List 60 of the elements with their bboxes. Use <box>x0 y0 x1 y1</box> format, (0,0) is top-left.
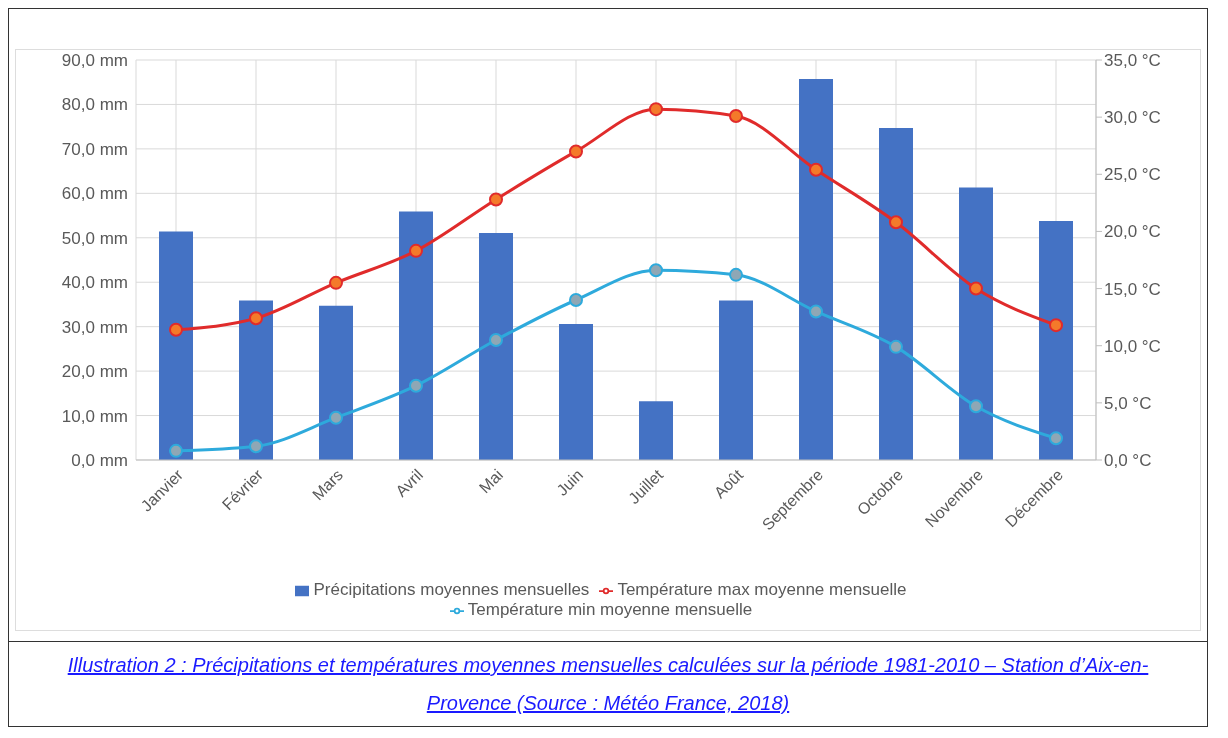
text: Illustration 2 : Précipitations et températures moyennes mensuelles calculées sur la période 1981-2010 – Station d’Aix-en-Provence (Source : Météo France, 2018) <box>66 653 1150 716</box>
point <box>409 378 423 393</box>
point <box>409 243 423 258</box>
bar <box>879 128 913 460</box>
point <box>649 263 663 278</box>
point <box>1049 431 1063 446</box>
point <box>169 443 183 458</box>
point <box>1049 318 1063 333</box>
y2-tick-label: 35,0 °C <box>1104 51 1161 71</box>
bar <box>959 187 993 460</box>
point <box>169 322 183 337</box>
y-tick-label: 90,0 mm <box>61 51 128 71</box>
y-tick-label: 40,0 mm <box>61 273 128 293</box>
point <box>889 215 903 230</box>
y-tick-label: 20,0 mm <box>61 362 128 382</box>
point <box>569 293 583 307</box>
point <box>809 162 823 177</box>
point <box>329 275 343 290</box>
bar <box>319 305 353 460</box>
y2-tick-label: 15,0 °C <box>1104 279 1161 299</box>
point <box>729 267 743 282</box>
point <box>569 144 583 159</box>
bar <box>159 231 193 460</box>
point <box>249 311 263 326</box>
x-tick-label: Mai <box>475 466 507 497</box>
bar <box>799 79 833 460</box>
y2-tick-label: 25,0 °C <box>1104 165 1161 185</box>
y-tick-label: 80,0 mm <box>61 95 128 115</box>
legend-label: Température max moyenne mensuelle <box>617 580 907 599</box>
bar <box>559 324 593 460</box>
x-tick-label: Juin <box>553 466 587 499</box>
y-tick-label: 50,0 mm <box>61 228 128 248</box>
y2-tick-label: 10,0 °C <box>1104 336 1161 356</box>
point <box>649 102 663 117</box>
bar <box>479 232 513 460</box>
point <box>489 192 503 207</box>
legend-label: Température min moyenne mensuelle <box>467 600 753 619</box>
y-tick-label: 60,0 mm <box>61 184 128 204</box>
bar <box>719 300 753 460</box>
point <box>809 304 823 319</box>
y2-tick-label: 20,0 °C <box>1104 222 1161 242</box>
bar <box>399 211 433 460</box>
bar <box>239 300 273 460</box>
y-tick-label: 0,0 mm <box>71 451 128 471</box>
y-tick-label: 10,0 mm <box>61 406 128 426</box>
y2-tick-label: 0,0 °C <box>1104 451 1152 471</box>
y-tick-label: 30,0 mm <box>61 317 128 337</box>
bar <box>1039 220 1073 460</box>
point <box>249 439 263 454</box>
bar <box>639 401 673 460</box>
point <box>889 339 903 354</box>
y2-tick-label: 5,0 °C <box>1104 393 1152 413</box>
point <box>969 281 983 296</box>
point <box>329 410 343 425</box>
y2-tick-label: 30,0 °C <box>1104 108 1161 128</box>
point <box>489 333 503 347</box>
point <box>729 109 743 123</box>
y-tick-label: 70,0 mm <box>61 139 128 159</box>
legend-label: Précipitations moyennes mensuelles <box>313 580 590 599</box>
point <box>969 399 983 414</box>
